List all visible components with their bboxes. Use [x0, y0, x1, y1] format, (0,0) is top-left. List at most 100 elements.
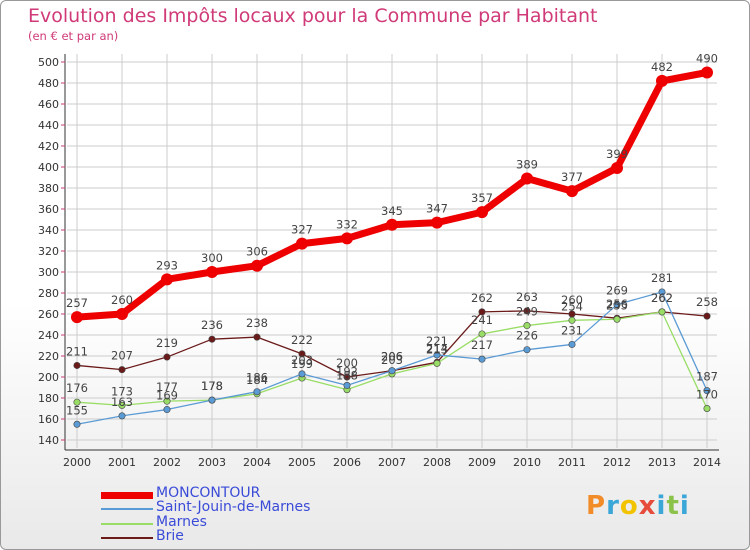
data-label-Marnes-2005: 199: [291, 357, 313, 371]
data-label-Brie-2013: 262: [651, 291, 673, 305]
point-Marnes-2001: [118, 401, 126, 409]
point-Marnes-2013: [658, 308, 666, 316]
data-label-Saint-Jouin-de-Marnes-2011: 231: [561, 323, 583, 337]
data-label-Brie-2012: 256: [606, 297, 628, 311]
data-label-Saint-Jouin-de-Marnes-2010: 226: [516, 329, 538, 343]
x-tick-label-2004: 2004: [243, 456, 271, 469]
point-Brie-2000: [73, 361, 81, 369]
data-label-Marnes-2012: 255: [606, 298, 628, 312]
data-label-Brie-2008: 214: [426, 341, 448, 355]
point-Marnes-2000: [73, 398, 81, 406]
point-Brie-2005: [298, 350, 306, 358]
x-tick-label-2008: 2008: [423, 456, 451, 469]
data-label-Marnes-2008: 213: [426, 342, 448, 356]
data-label-MONCONTOUR-2009: 357: [471, 191, 493, 205]
point-Brie-2014: [703, 312, 711, 320]
data-label-Saint-Jouin-de-Marnes-2009: 217: [471, 338, 493, 352]
x-tick-label-2003: 2003: [198, 456, 226, 469]
logo-letter: x: [638, 491, 657, 521]
data-label-Marnes-2000: 176: [66, 381, 88, 395]
chart-title: Evolution des Impôts locaux pour la Comm…: [28, 5, 598, 27]
point-MONCONTOUR-2010: [521, 172, 533, 185]
data-label-MONCONTOUR-2014: 490: [696, 52, 718, 66]
x-tick-label-2012: 2012: [603, 456, 631, 469]
point-Marnes-2009: [478, 330, 486, 338]
data-label-Brie-2010: 263: [516, 290, 538, 304]
x-tick-label-2009: 2009: [468, 456, 496, 469]
point-Saint-Jouin-de-Marnes-2011: [568, 340, 576, 348]
legend-swatch-Brie: [101, 537, 153, 539]
point-Marnes-2010: [523, 322, 531, 330]
point-MONCONTOUR-2004: [251, 259, 263, 272]
data-label-Marnes-2004: 184: [246, 373, 268, 387]
x-tick-label-2006: 2006: [333, 456, 361, 469]
y-tick-label-260: 260: [38, 308, 59, 321]
data-label-MONCONTOUR-2002: 293: [156, 258, 178, 272]
point-MONCONTOUR-2003: [206, 266, 218, 278]
data-label-Brie-2005: 222: [291, 333, 313, 347]
point-Saint-Jouin-de-Marnes-2009: [478, 355, 486, 363]
y-tick-label-380: 380: [38, 182, 59, 195]
data-label-MONCONTOUR-2003: 300: [201, 251, 223, 265]
x-tick-label-2007: 2007: [378, 456, 406, 469]
data-label-Saint-Jouin-de-Marnes-2005: 203: [291, 353, 313, 367]
data-label-Marnes-2001: 173: [111, 384, 133, 398]
data-label-Marnes-2011: 254: [561, 299, 583, 313]
y-tick-label-140: 140: [38, 434, 59, 447]
data-label-Saint-Jouin-de-Marnes-2003: 178: [201, 379, 223, 393]
data-label-MONCONTOUR-2005: 327: [291, 223, 313, 237]
point-Saint-Jouin-de-Marnes-2008: [433, 351, 441, 359]
data-label-Marnes-2003: 178: [201, 379, 223, 393]
point-MONCONTOUR-2012: [611, 162, 623, 175]
data-label-Saint-Jouin-de-Marnes-2007: 206: [381, 350, 403, 364]
data-label-Saint-Jouin-de-Marnes-2008: 221: [426, 334, 448, 348]
y-tick-label-420: 420: [38, 140, 59, 153]
data-label-Brie-2006: 200: [336, 356, 358, 370]
y-tick-label-280: 280: [38, 287, 59, 300]
point-Saint-Jouin-de-Marnes-2007: [388, 367, 396, 375]
y-tick-label-320: 320: [38, 245, 59, 258]
data-label-MONCONTOUR-2000: 257: [66, 296, 88, 310]
logo-letter: i: [679, 491, 690, 521]
point-Brie-2009: [478, 308, 486, 316]
point-MONCONTOUR-2002: [161, 273, 173, 286]
data-label-Marnes-2006: 188: [336, 369, 358, 383]
logo-letter: t: [666, 491, 680, 521]
y-tick-label-200: 200: [38, 371, 59, 384]
legend-label-Brie: Brie: [156, 528, 184, 544]
data-label-Brie-2003: 236: [201, 318, 223, 332]
logo-letter: i: [656, 491, 667, 521]
data-label-Brie-2014: 258: [696, 295, 718, 309]
point-Saint-Jouin-de-Marnes-2005: [298, 370, 306, 378]
legend-swatch-Marnes: [101, 523, 153, 525]
data-label-MONCONTOUR-2012: 399: [606, 147, 628, 161]
point-Saint-Jouin-de-Marnes-2013: [658, 288, 666, 296]
data-label-MONCONTOUR-2007: 345: [381, 204, 403, 218]
point-Saint-Jouin-de-Marnes-2000: [73, 420, 81, 428]
data-label-Saint-Jouin-de-Marnes-2013: 281: [651, 271, 673, 285]
point-Brie-2001: [118, 366, 126, 374]
point-Saint-Jouin-de-Marnes-2001: [118, 412, 126, 420]
x-tick-label-2002: 2002: [153, 456, 181, 469]
point-Saint-Jouin-de-Marnes-2006: [343, 381, 351, 389]
data-label-Marnes-2013: 262: [651, 291, 673, 305]
data-label-Marnes-2007: 203: [381, 353, 403, 367]
data-label-Brie-2009: 262: [471, 291, 493, 305]
x-tick-label-2013: 2013: [648, 456, 676, 469]
point-Brie-2002: [163, 353, 171, 361]
point-Saint-Jouin-de-Marnes-2003: [208, 396, 216, 404]
data-label-Saint-Jouin-de-Marnes-2012: 269: [606, 284, 628, 298]
x-tick-label-2014: 2014: [693, 456, 721, 469]
data-label-Brie-2001: 207: [111, 349, 133, 363]
point-Brie-2006: [343, 373, 351, 381]
point-Marnes-2014: [703, 404, 711, 412]
data-label-Saint-Jouin-de-Marnes-2014: 187: [696, 370, 718, 384]
chart-subtitle: (en € et par an): [28, 29, 119, 43]
point-MONCONTOUR-2013: [656, 74, 668, 87]
data-label-Brie-2011: 260: [561, 293, 583, 307]
data-label-Brie-2000: 211: [66, 344, 88, 358]
point-Brie-2004: [253, 333, 261, 341]
point-Marnes-2011: [568, 316, 576, 324]
point-MONCONTOUR-2005: [296, 237, 308, 250]
